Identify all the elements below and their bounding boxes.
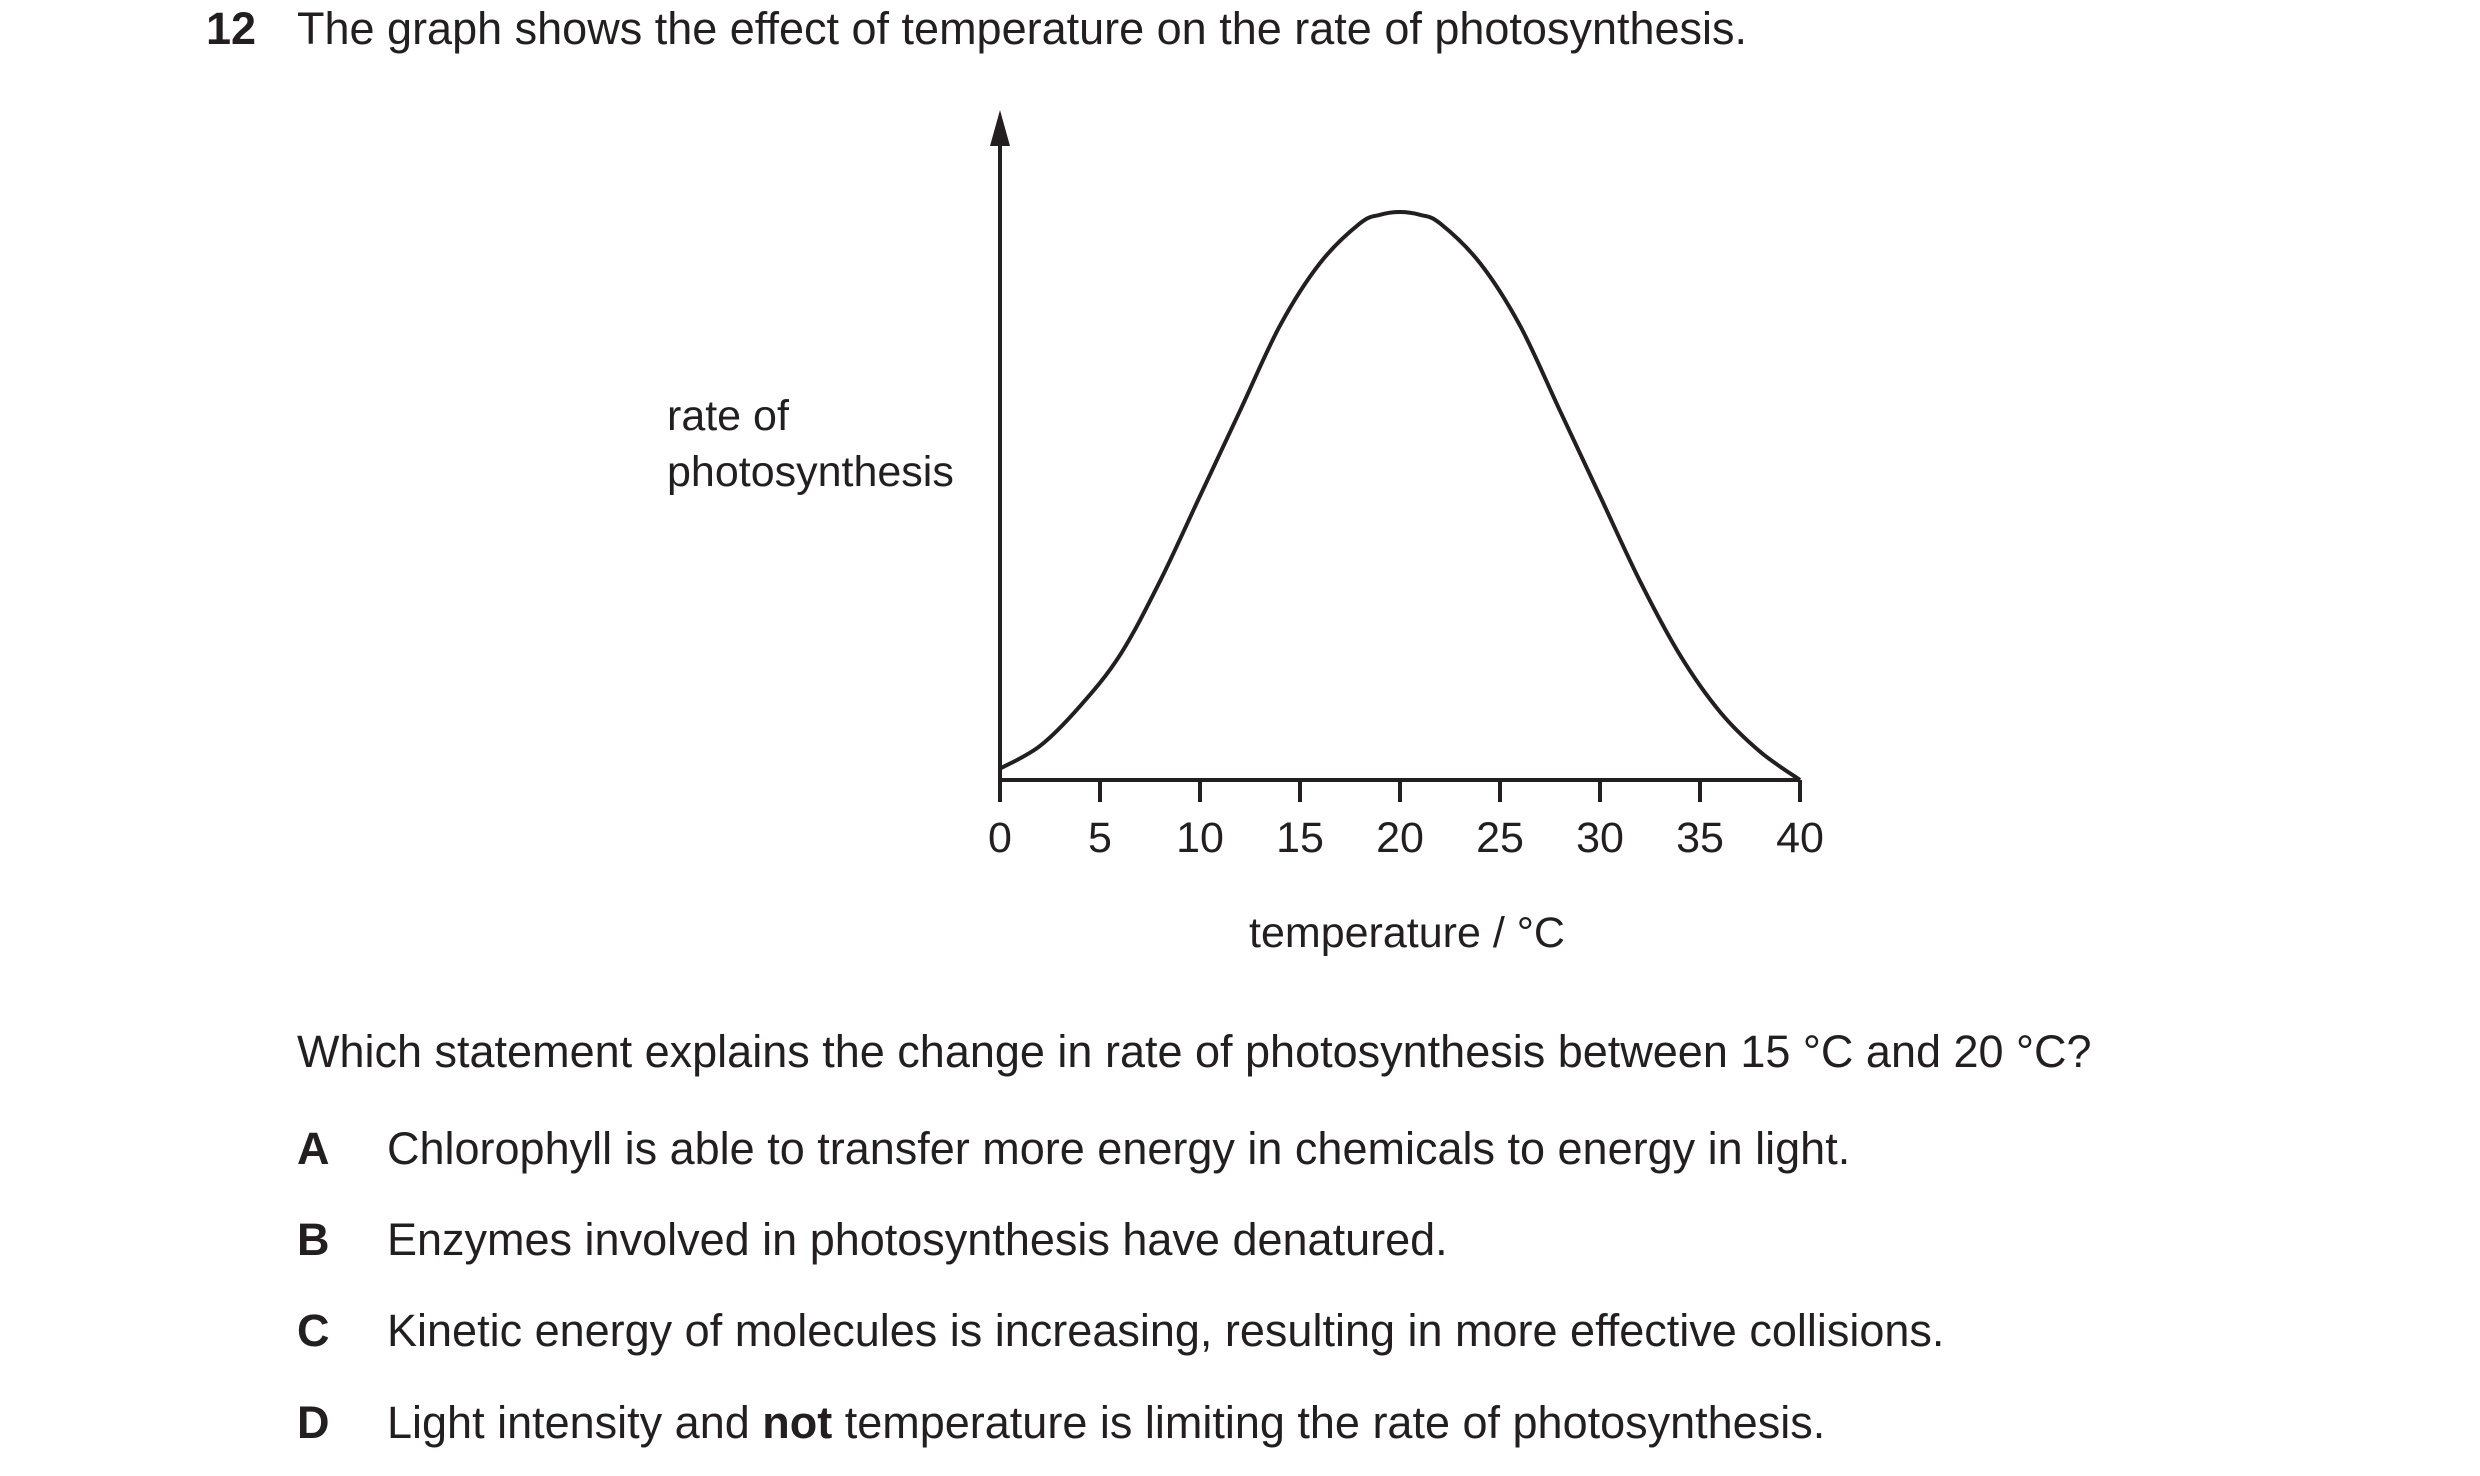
x-tick-label-30: 30 (1576, 814, 1624, 862)
y-axis-label-line-1: rate of (667, 392, 789, 440)
curve-group (999, 210, 1802, 782)
x-tick-label-40: 40 (1776, 814, 1824, 862)
option-d[interactable]: D Light intensity and not temperature is … (297, 1396, 1825, 1450)
question-number: 12 (206, 3, 257, 54)
x-tick-label-20: 20 (1376, 814, 1424, 862)
x-tick-label-10: 10 (1176, 814, 1224, 862)
option-a[interactable]: A Chlorophyll is able to transfer more en… (297, 1122, 1850, 1176)
y-axis-arrow-icon (990, 110, 1010, 146)
x-axis-label: temperature / °C (1249, 909, 1565, 957)
option-a-text: Chlorophyll is able to transfer more ene… (387, 1123, 1851, 1174)
option-b[interactable]: B Enzymes involved in photosynthesis have… (297, 1213, 1448, 1267)
option-c[interactable]: C Kinetic energy of molecules is increasi… (297, 1304, 1944, 1358)
y-axis-label-line-2: photosynthesis (667, 448, 954, 496)
y-axis-label: rate of photosynthesis (667, 388, 954, 500)
question-text: The graph shows the effect of temperatur… (297, 3, 1748, 54)
option-d-text-after: temperature is limiting the rate of phot… (832, 1397, 1826, 1448)
option-c-text: Kinetic energy of molecules is increasin… (387, 1305, 1945, 1356)
option-c-letter: C (297, 1305, 330, 1356)
question-stem: Which statement explains the change in r… (297, 1026, 2092, 1077)
x-tick-label-5: 5 (1088, 814, 1112, 862)
option-b-text: Enzymes involved in photosynthesis have … (387, 1214, 1448, 1265)
x-tick-label-35: 35 (1676, 814, 1724, 862)
option-a-letter: A (297, 1123, 330, 1174)
x-tick-label-15: 15 (1276, 814, 1324, 862)
option-d-text: Light intensity and not temperature is l… (387, 1397, 1825, 1448)
option-b-letter: B (297, 1214, 330, 1265)
option-d-text-before: Light intensity and (387, 1397, 763, 1448)
x-tick-label-0: 0 (988, 814, 1012, 862)
option-d-letter: D (297, 1397, 330, 1448)
x-ticks: 0 5 10 15 20 25 30 35 40 (988, 780, 1824, 862)
rate-curve-line (999, 210, 1802, 782)
x-tick-label-25: 25 (1476, 814, 1524, 862)
option-d-text-bold: not (762, 1397, 833, 1448)
